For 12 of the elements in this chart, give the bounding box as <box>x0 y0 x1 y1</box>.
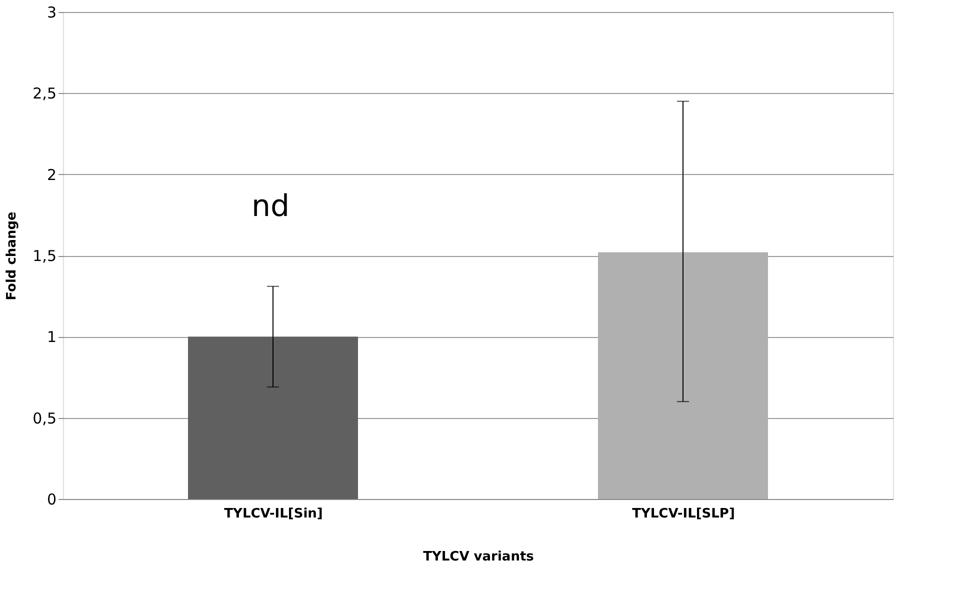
x-tick-label: TYLCV-IL[Sin] <box>224 506 323 522</box>
y-tick-label: 3 <box>46 4 56 22</box>
y-tick-label: 2,5 <box>32 84 56 103</box>
y-tick-label: 1 <box>46 328 56 346</box>
annotation: nd <box>251 188 290 224</box>
x-axis-title: TYLCV variants <box>423 550 534 564</box>
x-tick-label: TYLCV-IL[SLP] <box>632 506 735 522</box>
y-tick-label: 2 <box>46 166 56 184</box>
y-tick-label: 0 <box>46 490 56 508</box>
y-tick-label: 0,5 <box>32 409 56 428</box>
y-tick-label: 1,5 <box>32 247 56 265</box>
y-axis-title: Fold change <box>4 211 20 300</box>
